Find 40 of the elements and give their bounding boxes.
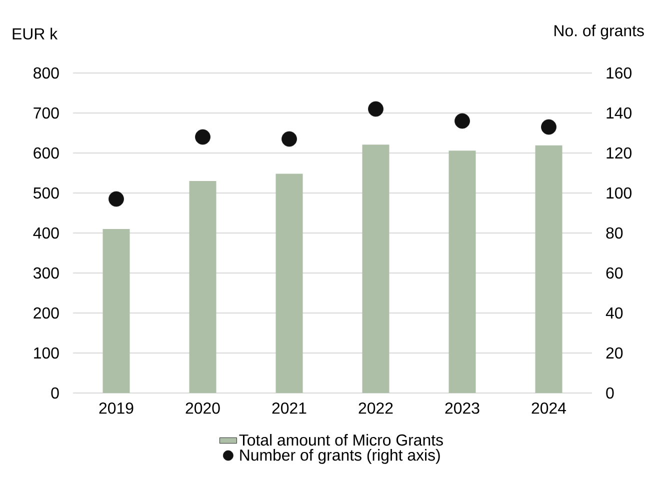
y2-axis-title: No. of grants [554, 24, 644, 40]
y2-tick-label: 120 [606, 147, 632, 159]
y-tick-label: 0 [51, 387, 59, 399]
y2-tick-label: 100 [606, 187, 632, 199]
y-tick-label: 400 [33, 227, 59, 239]
y2-tick-label: 60 [606, 267, 623, 279]
bar [362, 144, 390, 393]
point [541, 119, 556, 135]
y-axis-title: EUR k [12, 28, 58, 40]
bar [535, 145, 562, 393]
y2-tick-label: 160 [606, 67, 632, 79]
y-tick-label: 300 [33, 267, 59, 279]
x-tick-label: 2021 [272, 402, 306, 414]
y-tick-label: 500 [34, 187, 59, 199]
y-tick-label: 200 [34, 307, 59, 319]
y2-tick-label: 0 [606, 387, 614, 399]
legend-label: Total amount of Micro Grants [239, 434, 443, 446]
bar [276, 174, 303, 393]
bar [189, 181, 216, 393]
point [195, 129, 210, 145]
x-tick-label: 2020 [186, 402, 220, 414]
point [368, 101, 384, 117]
x-tick-label: 2024 [532, 402, 566, 414]
y2-tick-label: 140 [606, 107, 632, 119]
legend-label: Number of grants (right axis) [240, 449, 440, 464]
y2-tick-label: 40 [606, 307, 623, 319]
bar [102, 229, 130, 393]
x-tick-label: 2023 [445, 402, 480, 414]
y-tick-label: 700 [34, 107, 59, 119]
point [282, 131, 297, 147]
bar [448, 150, 476, 393]
y-tick-label: 800 [34, 67, 59, 79]
x-tick-label: 2019 [99, 402, 134, 414]
y-tick-label: 600 [34, 147, 59, 159]
y2-tick-label: 20 [606, 347, 623, 359]
point [108, 191, 124, 207]
point [454, 113, 470, 129]
y-tick-label: 100 [34, 347, 59, 359]
y2-tick-label: 80 [606, 227, 623, 239]
x-tick-label: 2022 [358, 402, 393, 414]
